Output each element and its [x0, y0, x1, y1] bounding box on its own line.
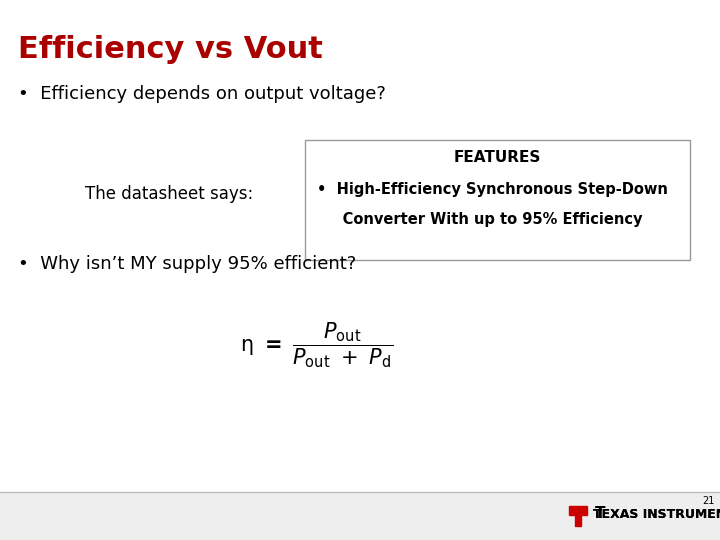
- Text: •  High-Efficiency Synchronous Step-Down: • High-Efficiency Synchronous Step-Down: [317, 182, 668, 197]
- Text: The datasheet says:: The datasheet says:: [85, 185, 253, 203]
- Text: $\mathdefault{\eta}\ \mathbf{=}\ \dfrac{P_\mathdefault{out}}{P_\mathdefault{out}: $\mathdefault{\eta}\ \mathbf{=}\ \dfrac{…: [240, 320, 393, 370]
- Text: •  Efficiency depends on output voltage?: • Efficiency depends on output voltage?: [18, 85, 386, 103]
- Text: TEXAS INSTRUMENTS: TEXAS INSTRUMENTS: [593, 508, 720, 521]
- Text: T: T: [595, 507, 606, 522]
- Text: Converter With up to 95% Efficiency: Converter With up to 95% Efficiency: [317, 212, 642, 227]
- Text: Efficiency vs Vout: Efficiency vs Vout: [18, 35, 323, 64]
- Text: 21: 21: [703, 496, 715, 506]
- Text: FEATURES: FEATURES: [454, 150, 541, 165]
- Polygon shape: [570, 506, 587, 526]
- Text: TEXAS INSTRUMENTS: TEXAS INSTRUMENTS: [593, 508, 720, 521]
- Bar: [0, 492, 720, 540]
- Text: •  Why isn’t MY supply 95% efficient?: • Why isn’t MY supply 95% efficient?: [18, 255, 356, 273]
- Bar: [305, 140, 690, 260]
